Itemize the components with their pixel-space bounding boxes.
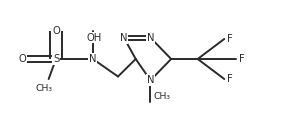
Text: O: O [52,26,60,36]
Text: S: S [53,54,59,64]
Text: N: N [120,33,128,43]
Text: N: N [89,54,97,64]
Text: O: O [18,54,26,64]
Text: F: F [227,74,233,84]
Text: N: N [147,33,154,43]
Text: F: F [227,34,233,44]
Text: F: F [239,54,245,64]
Text: OH: OH [87,33,102,43]
Text: N: N [147,75,154,85]
Text: CH₃: CH₃ [36,84,53,93]
Text: CH₃: CH₃ [153,92,170,101]
